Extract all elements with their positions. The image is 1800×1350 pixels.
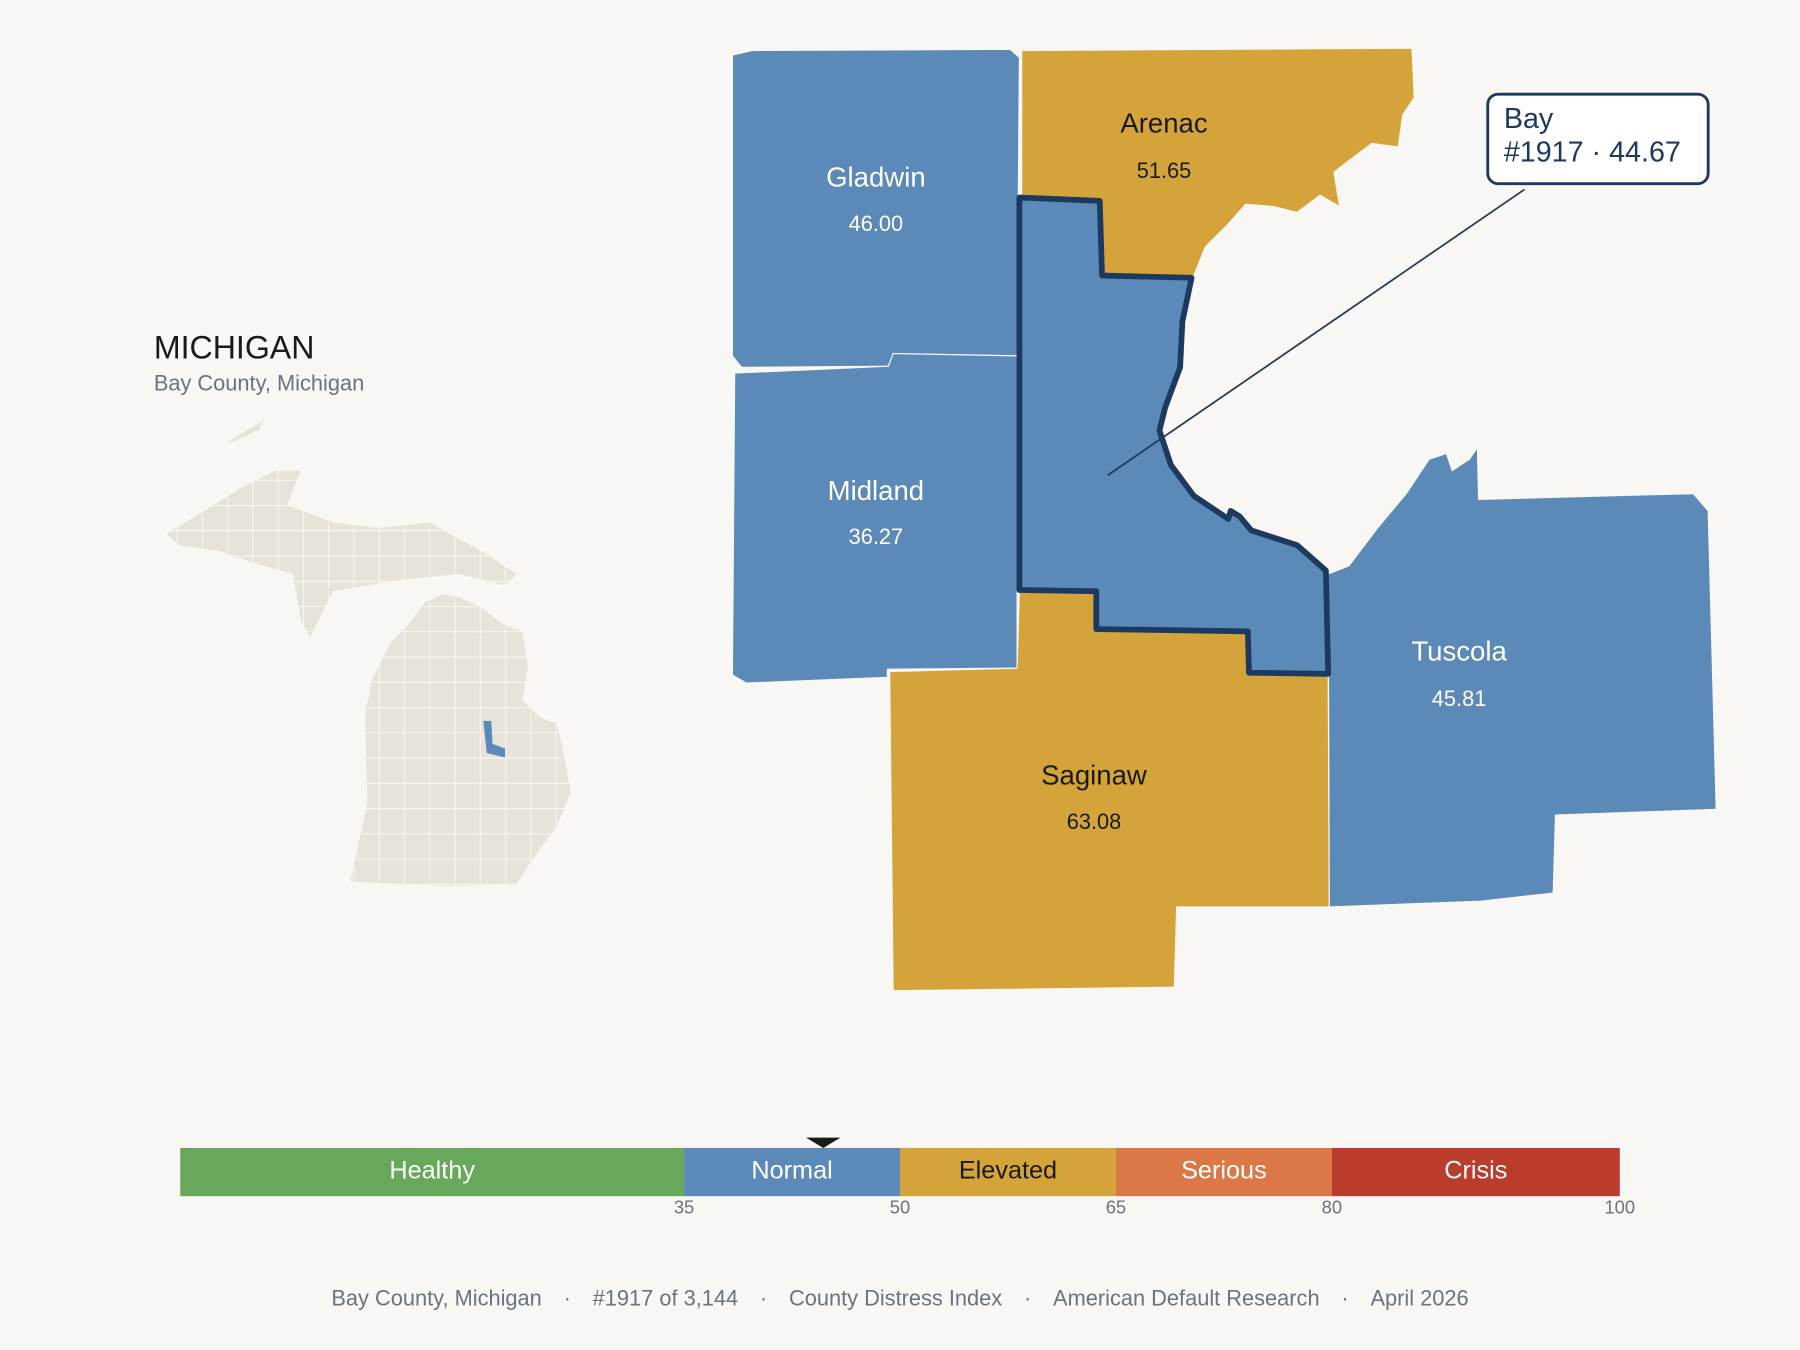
legend-label: Normal [751,1157,832,1185]
footer-item: American Default Research [1042,1285,1330,1310]
state-shape [166,470,571,887]
legend-marker [806,1137,841,1148]
legend-label: Elevated [959,1157,1057,1185]
county-value: 63.08 [1067,809,1122,834]
counties [731,47,1717,992]
legend-band [684,1147,900,1197]
county-value: 51.65 [1137,158,1192,183]
county [731,352,1018,684]
legend-band [1331,1147,1620,1197]
county [1327,445,1717,908]
callout-box [1486,92,1710,186]
county-value: 46.00 [849,211,904,236]
legend-label: Serious [1181,1157,1267,1185]
callout-label: #1917 · 44.67 [1504,136,1681,168]
county-name: Saginaw [1041,759,1147,790]
footer-separator: · [1330,1285,1359,1310]
footer-item: #1917 of 3,144 [582,1285,749,1310]
legend-band [900,1147,1116,1197]
legend-tick-label: 80 [1322,1197,1342,1218]
leader-line [1107,188,1525,476]
legend-tick-label: 35 [674,1197,694,1218]
state-title: MICHIGAN [154,330,315,366]
legend: Healthy Normal Elevated Serious Crisis 35 50 65… [180,1137,1635,1218]
county [731,48,1020,368]
callout: Bay #1917 · 44.67 [1107,92,1710,476]
legend-band [1115,1147,1332,1197]
footer-separator: · [749,1285,778,1310]
county-name: Tuscola [1411,635,1507,666]
footer-item: April 2026 [1360,1285,1480,1310]
county-value: 36.27 [849,524,904,549]
county-labels: Gladwin 46.00 Midland 36.27 Arenac 51.65… [826,107,1507,833]
county-name: Midland [828,475,924,506]
legend-tick-label: 100 [1604,1197,1635,1218]
inset-highlight [483,720,506,758]
legend-tick-label: 65 [1106,1197,1126,1218]
selected-county[interactable] [1016,194,1332,677]
footer-separator: · [1013,1285,1042,1310]
footer-item: County Distress Index [778,1285,1013,1310]
county-name: Arenac [1120,107,1208,138]
subtitle: Bay County, Michigan [154,370,364,395]
legend-tick-label: 50 [890,1197,910,1218]
inset-map [166,420,571,887]
legend-label: Crisis [1444,1157,1507,1185]
legend-band [180,1147,685,1197]
county-value: 45.81 [1432,686,1487,711]
footer-item: Bay County, Michigan [321,1285,553,1310]
footer: Bay County, Michigan · #1917 of 3,144 · … [321,1285,1480,1310]
county-name: Gladwin [826,161,926,192]
footer-separator: · [553,1285,582,1310]
legend-label: Healthy [389,1157,475,1185]
island [227,420,265,442]
callout-name: Bay [1504,103,1554,135]
